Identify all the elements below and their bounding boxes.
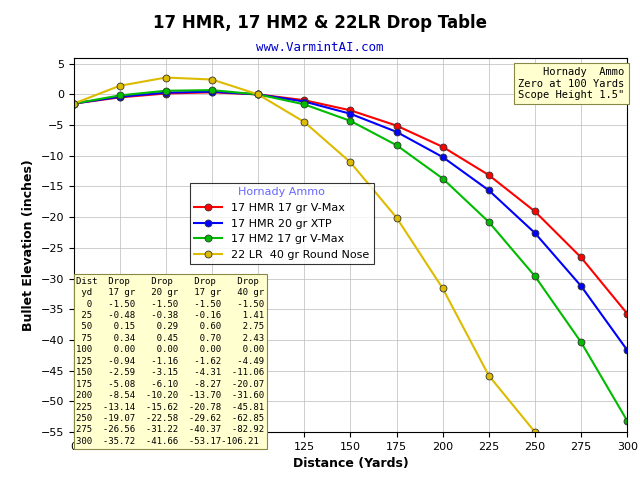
22 LR  40 gr Round Nose [531, 429, 539, 435]
22 LR  40 gr Round Nose [300, 119, 308, 125]
17 HMR 17 gr V-Max [116, 95, 124, 100]
17 HMR 17 gr V-Max [439, 144, 447, 150]
17 HMR 20 gr XTP [623, 347, 631, 353]
22 LR  40 gr Round Nose [116, 83, 124, 89]
22 LR  40 gr Round Nose [485, 372, 493, 378]
17 HMR 20 gr XTP [254, 92, 262, 97]
17 HM2 17 gr V-Max [254, 92, 262, 97]
17 HM2 17 gr V-Max [531, 273, 539, 279]
22 LR  40 gr Round Nose [439, 286, 447, 291]
Line: 17 HM2 17 gr V-Max: 17 HM2 17 gr V-Max [70, 87, 630, 424]
17 HMR 17 gr V-Max [485, 172, 493, 178]
17 HMR 20 gr XTP [300, 99, 308, 105]
17 HMR 20 gr XTP [439, 154, 447, 160]
17 HMR 17 gr V-Max [577, 254, 585, 260]
17 HMR 17 gr V-Max [393, 123, 401, 129]
17 HMR 20 gr XTP [577, 283, 585, 289]
17 HM2 17 gr V-Max [208, 87, 216, 93]
Text: www.VarmintAI.com: www.VarmintAI.com [256, 41, 384, 54]
17 HMR 17 gr V-Max [300, 97, 308, 103]
22 LR  40 gr Round Nose [254, 92, 262, 97]
17 HMR 20 gr XTP [208, 89, 216, 95]
Legend: 17 HMR 17 gr V-Max, 17 HMR 20 gr XTP, 17 HM2 17 gr V-Max, 22 LR  40 gr Round Nos: 17 HMR 17 gr V-Max, 17 HMR 20 gr XTP, 17… [190, 183, 374, 264]
22 LR  40 gr Round Nose [208, 77, 216, 83]
17 HMR 17 gr V-Max [70, 101, 77, 107]
17 HM2 17 gr V-Max [485, 219, 493, 225]
Line: 17 HMR 17 gr V-Max: 17 HMR 17 gr V-Max [70, 89, 630, 317]
22 LR  40 gr Round Nose [162, 75, 170, 81]
Line: 17 HMR 20 gr XTP: 17 HMR 20 gr XTP [70, 88, 630, 354]
17 HMR 20 gr XTP [70, 101, 77, 107]
17 HMR 17 gr V-Max [531, 209, 539, 215]
17 HM2 17 gr V-Max [300, 101, 308, 107]
Y-axis label: Bullet Elevation (inches): Bullet Elevation (inches) [22, 159, 35, 331]
17 HM2 17 gr V-Max [393, 142, 401, 148]
17 HM2 17 gr V-Max [577, 339, 585, 345]
22 LR  40 gr Round Nose [70, 101, 77, 107]
Text: Hornady  Ammo
Zero at 100 Yards
Scope Height 1.5": Hornady Ammo Zero at 100 Yards Scope Hei… [518, 67, 625, 100]
17 HM2 17 gr V-Max [347, 118, 355, 124]
17 HMR 20 gr XTP [393, 129, 401, 135]
17 HMR 20 gr XTP [531, 230, 539, 236]
17 HM2 17 gr V-Max [439, 176, 447, 181]
17 HM2 17 gr V-Max [116, 93, 124, 98]
17 HMR 17 gr V-Max [623, 311, 631, 316]
22 LR  40 gr Round Nose [347, 159, 355, 165]
Line: 22 LR  40 gr Round Nose: 22 LR 40 gr Round Nose [70, 74, 538, 435]
17 HM2 17 gr V-Max [70, 101, 77, 107]
17 HMR 20 gr XTP [162, 90, 170, 96]
Text: 17 HMR, 17 HM2 & 22LR Drop Table: 17 HMR, 17 HM2 & 22LR Drop Table [153, 14, 487, 33]
Text: Dist  Drop    Drop    Drop    Drop
 yd   17 gr   20 gr   17 gr   40 gr
  0   -1.: Dist Drop Drop Drop Drop yd 17 gr 20 gr … [76, 276, 264, 446]
17 HMR 20 gr XTP [485, 187, 493, 193]
17 HM2 17 gr V-Max [162, 88, 170, 94]
17 HMR 20 gr XTP [116, 94, 124, 100]
17 HM2 17 gr V-Max [623, 418, 631, 424]
17 HMR 17 gr V-Max [208, 89, 216, 95]
X-axis label: Distance (Yards): Distance (Yards) [292, 457, 408, 470]
17 HMR 17 gr V-Max [347, 108, 355, 113]
17 HMR 17 gr V-Max [162, 91, 170, 96]
17 HMR 20 gr XTP [347, 111, 355, 117]
22 LR  40 gr Round Nose [393, 215, 401, 220]
17 HMR 17 gr V-Max [254, 92, 262, 97]
